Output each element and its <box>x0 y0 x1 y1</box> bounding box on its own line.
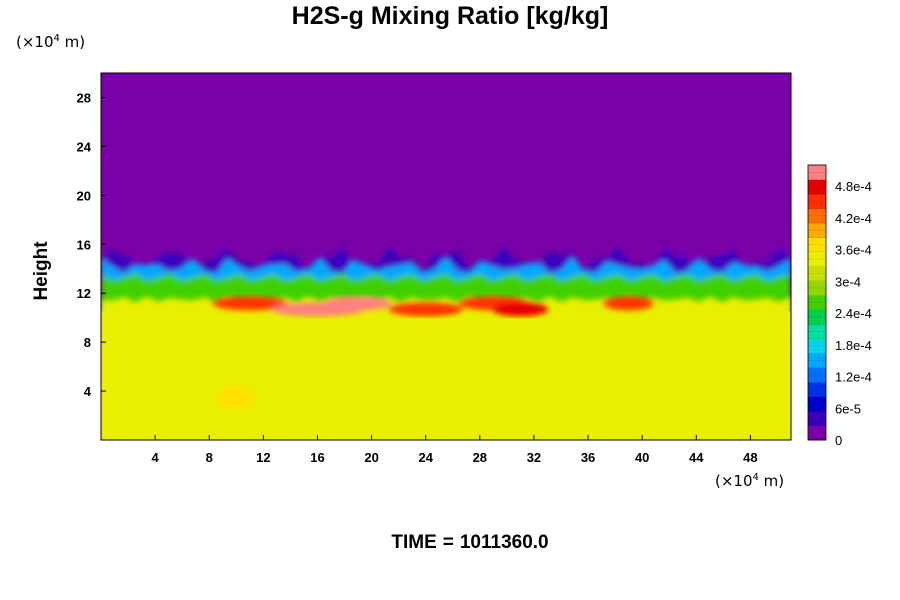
x-tick-label-44: 44 <box>689 450 704 465</box>
x-tick-label-32: 32 <box>527 450 541 465</box>
colorbar-tick-label-8: 4.8e-4 <box>835 179 872 194</box>
colorbar-segment-11 <box>808 266 826 282</box>
colorbar-segment-12 <box>808 251 826 267</box>
y-tick-label-8: 8 <box>84 335 91 350</box>
y-axis-ticks: 4 8 12 16 20 24 28 <box>77 90 106 399</box>
y-tick-label-20: 20 <box>77 188 91 203</box>
plot-frame <box>100 72 792 441</box>
x-tick-label-8: 8 <box>206 450 213 465</box>
colorbar-segment-9 <box>808 295 826 311</box>
colorbar-segment-14 <box>808 222 826 238</box>
colorbar-tick-label-5: 3e-4 <box>835 274 861 289</box>
colorbar-segment-17 <box>808 179 826 195</box>
y-tick-label-28: 28 <box>77 90 91 105</box>
time-value: 1011360.0 <box>459 532 549 553</box>
streak-5 <box>492 302 549 317</box>
x-tick-label-40: 40 <box>635 450 649 465</box>
peak-streaks <box>212 296 654 317</box>
colorbar-tick-label-1: 6e-5 <box>835 401 861 416</box>
y-axis-unit: (×104 m) <box>16 33 86 51</box>
colorbar-segment-0 <box>808 425 826 441</box>
colorbar-segment-4 <box>808 367 826 383</box>
colorbar-segment-2 <box>808 396 826 412</box>
x-tick-label-12: 12 <box>256 450 270 465</box>
colorbar-segment-7 <box>808 324 826 340</box>
y-tick-label-12: 12 <box>77 286 91 301</box>
colorbar-segment-18 <box>808 165 826 180</box>
streak-0 <box>212 296 287 311</box>
colorbar-segment-5 <box>808 353 826 369</box>
heatmap-plot <box>101 73 791 440</box>
chart-title: H2S-g Mixing Ratio [kg/kg] <box>291 2 609 30</box>
colorbar-segment-8 <box>808 309 826 325</box>
y-tick-label-4: 4 <box>84 384 92 399</box>
colorbar-tick-label-7: 4.2e-4 <box>835 211 872 226</box>
colorbar-tick-label-2: 1.2e-4 <box>835 370 872 385</box>
colorbar-tick-label-6: 3.6e-4 <box>835 243 872 258</box>
colorbar-segment-13 <box>808 237 826 253</box>
streak-2 <box>324 296 393 311</box>
y-tick-label-24: 24 <box>77 139 92 154</box>
streak-3 <box>388 302 463 317</box>
colorbar-segment-16 <box>808 193 826 209</box>
x-tick-label-36: 36 <box>581 450 595 465</box>
lower-patch <box>218 385 255 410</box>
time-equals: = <box>442 532 454 553</box>
colorbar-tick-label-0: 0 <box>835 433 842 448</box>
lower-layer-fill <box>101 311 791 440</box>
colorbar-segment-15 <box>808 208 826 224</box>
x-axis-unit: (×104 m) <box>715 472 785 490</box>
colorbar-segment-6 <box>808 338 826 354</box>
time-readout: TIME = 1011360.0 <box>0 532 900 554</box>
colorbar-segment-3 <box>808 382 826 398</box>
x-tick-label-28: 28 <box>473 450 487 465</box>
colorbar-tick-label-4: 2.4e-4 <box>835 306 872 321</box>
colorbar-segment-1 <box>808 411 826 427</box>
x-tick-label-16: 16 <box>310 450 324 465</box>
x-tick-label-24: 24 <box>418 450 433 465</box>
x-axis-ticks: 4 8 12 16 20 24 28 32 36 40 44 48 <box>152 435 758 465</box>
y-tick-label-16: 16 <box>77 237 91 252</box>
x-tick-label-4: 4 <box>152 450 160 465</box>
colorbar-tick-label-3: 1.8e-4 <box>835 338 872 353</box>
colorbar-frame <box>807 164 827 441</box>
x-tick-label-48: 48 <box>743 450 757 465</box>
x-tick-label-20: 20 <box>364 450 378 465</box>
streak-6 <box>603 296 654 311</box>
colorbar: 0 6e-5 1.2e-4 1.8e-4 2.4e-4 3e-4 3.6e-4 4.2e-4 4… <box>807 164 872 448</box>
colorbar-segment-10 <box>808 280 826 296</box>
time-label: TIME <box>391 532 437 553</box>
